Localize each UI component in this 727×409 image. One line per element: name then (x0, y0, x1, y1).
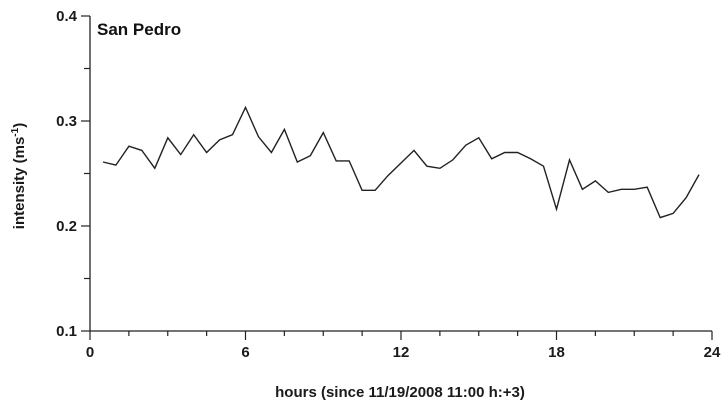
x-tick-label: 0 (86, 344, 94, 361)
y-axis-title-superscript: -1 (10, 127, 21, 136)
y-axis-title: intensity (ms-1) (10, 123, 28, 229)
y-axis-title-close: ) (11, 123, 28, 128)
x-tick-label: 12 (393, 344, 410, 361)
y-tick-label: 0.2 (56, 218, 77, 235)
y-tick-label: 0.4 (56, 8, 78, 25)
y-ticks: 0.1 0.2 0.3 0.4 (56, 8, 90, 340)
x-ticks: 0 6 12 18 24 (86, 331, 721, 361)
x-tick-label: 18 (548, 344, 565, 361)
x-tick-label: 6 (241, 344, 249, 361)
axes (89, 16, 712, 332)
y-tick-label: 0.1 (56, 323, 77, 340)
x-tick-label: 24 (704, 344, 721, 361)
series-layer (102, 105, 700, 219)
y-tick-label: 0.3 (56, 113, 77, 130)
series-line (102, 105, 700, 219)
chart-title: San Pedro (97, 20, 181, 39)
x-axis-title: hours (since 11/19/2008 11:00 h:+3) (275, 384, 525, 401)
y-axis-title-main: intensity (ms (11, 137, 28, 230)
